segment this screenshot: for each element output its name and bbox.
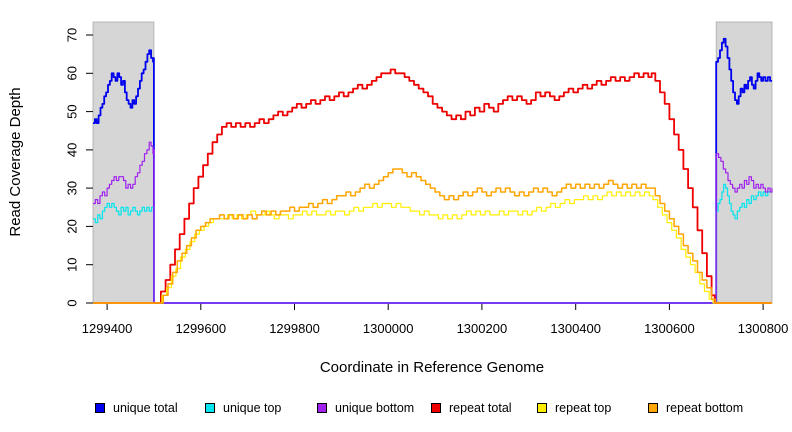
series-line-repeat-total xyxy=(93,68,772,304)
legend-label: unique top xyxy=(223,401,282,415)
series-line-unique-top xyxy=(93,183,772,304)
unique-top-swatch-icon xyxy=(205,403,215,413)
legend-item-repeat-bottom: repeat bottom xyxy=(648,400,743,416)
y-tick-label: 20 xyxy=(65,219,80,233)
x-tick-label: 1299600 xyxy=(175,321,226,336)
legend-label: unique total xyxy=(113,401,178,415)
y-tick-label: 30 xyxy=(65,181,80,195)
y-tick-label: 10 xyxy=(65,257,80,271)
legend-label: repeat top xyxy=(555,401,612,415)
legend-item-repeat-total: repeat total xyxy=(431,400,512,416)
legend: unique total unique top unique bottom re… xyxy=(0,400,792,420)
coverage-plot: 1299400 1299600 1299800 1300000 1300200 13004… xyxy=(7,21,789,376)
y-axis-title: Read Coverage Depth xyxy=(7,87,24,236)
y-tick-label: 50 xyxy=(65,104,80,118)
repeat-top-swatch-icon xyxy=(537,403,547,413)
repeat-bottom-swatch-icon xyxy=(648,403,658,413)
series-lines xyxy=(93,37,773,304)
legend-item-repeat-top: repeat top xyxy=(537,400,611,416)
y-tick-label: 60 xyxy=(65,66,80,80)
unique-total-swatch-icon xyxy=(95,403,105,413)
x-tick-label: 1299400 xyxy=(82,321,133,336)
legend-item-unique-top: unique top xyxy=(205,400,281,416)
legend-label: repeat total xyxy=(449,401,512,415)
x-tick-label: 1300400 xyxy=(550,321,601,336)
legend-label: repeat bottom xyxy=(666,401,744,415)
series-line-unique-bottom xyxy=(93,141,773,304)
y-tick-label: 70 xyxy=(65,28,80,42)
legend-item-unique-total: unique total xyxy=(95,400,178,416)
repeat-total-swatch-icon xyxy=(431,403,441,413)
x-tick-label: 1300600 xyxy=(644,321,695,336)
unique-bottom-swatch-icon xyxy=(317,403,327,413)
masked-region-rect xyxy=(715,21,773,304)
y-tick-label: 40 xyxy=(65,143,80,157)
x-tick-label: 1300800 xyxy=(738,321,789,336)
x-tick-label: 1300000 xyxy=(363,321,414,336)
legend-label: unique bottom xyxy=(335,401,415,415)
legend-item-unique-bottom: unique bottom xyxy=(317,400,414,416)
axis-ticks-and-labels: 1299400 1299600 1299800 1300000 1300200 13004… xyxy=(65,28,789,336)
y-tick-label: 0 xyxy=(65,299,80,306)
series-line-unique-total xyxy=(93,37,772,304)
shaded-regions xyxy=(92,21,773,304)
x-axis-title: Coordinate in Reference Genome xyxy=(320,359,544,376)
series-line-repeat-bottom xyxy=(93,168,772,304)
series-line-repeat-top xyxy=(93,191,772,304)
x-tick-label: 1300200 xyxy=(457,321,508,336)
x-tick-label: 1299800 xyxy=(269,321,320,336)
